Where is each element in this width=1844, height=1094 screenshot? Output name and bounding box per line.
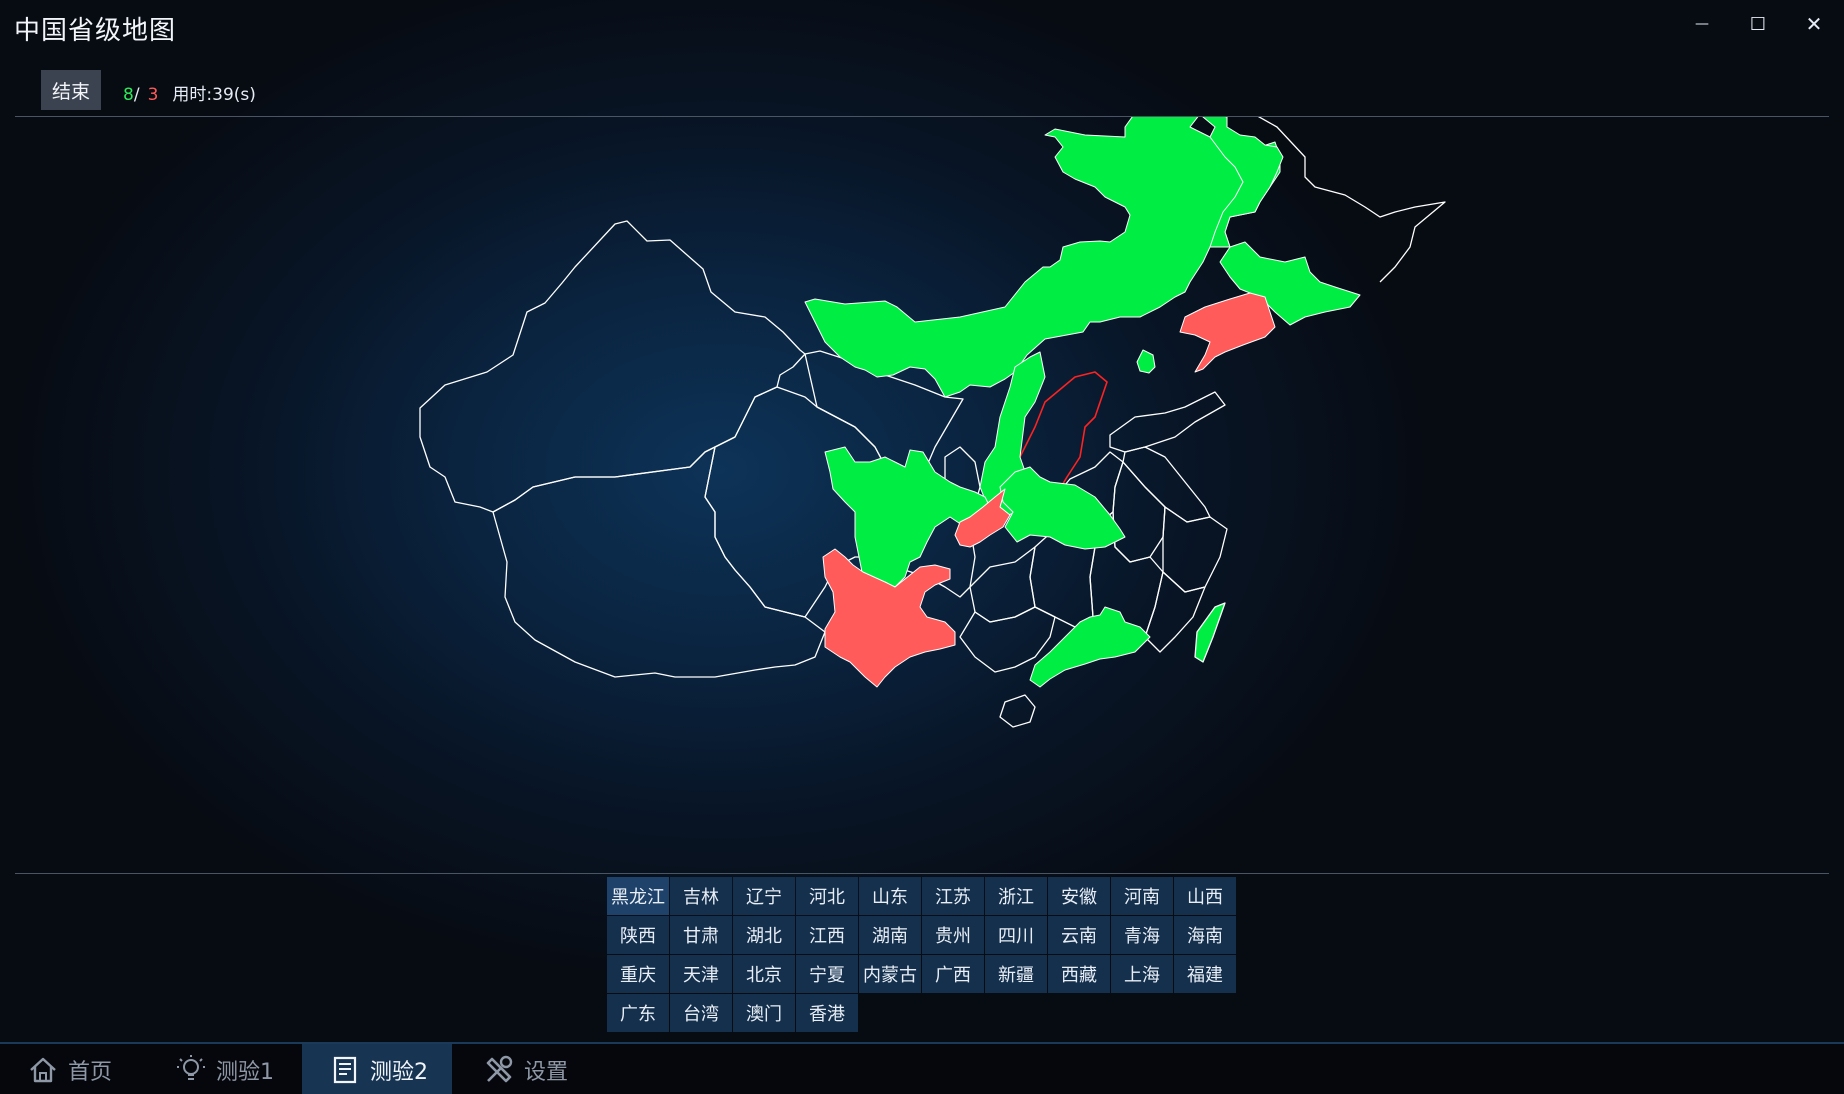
province-guangxi[interactable] [959,606,1056,673]
time-value: 39(s) [212,85,256,105]
nav-quiz2[interactable]: 测验2 [302,1044,452,1094]
tools-icon [482,1053,516,1087]
nav-quiz1-label: 测验1 [216,1060,274,1085]
province-xinjiang[interactable] [419,220,806,513]
province-button[interactable]: 湖北 [733,916,795,954]
province-shandong[interactable] [1109,391,1226,453]
province-zhejiang[interactable] [1162,506,1228,593]
nav-quiz1[interactable]: 测验1 [148,1044,302,1094]
province-button[interactable]: 山西 [1174,877,1236,915]
province-button[interactable]: 吉林 [670,877,732,915]
province-button[interactable]: 安徽 [1048,877,1110,915]
score-separator: / [133,85,140,105]
province-jilin[interactable] [1219,241,1361,326]
province-button[interactable]: 广东 [607,994,669,1032]
province-chongqing[interactable] [954,488,1011,548]
score-display: 8/ 3 用时:39(s) [123,80,256,105]
province-taiwan[interactable] [1194,602,1226,663]
end-quiz-button[interactable]: 结束 [41,70,101,110]
lightbulb-icon [174,1053,208,1087]
province-button[interactable]: 辽宁 [733,877,795,915]
province-guizhou[interactable] [969,546,1036,623]
home-icon [26,1053,60,1087]
province-fujian[interactable] [1144,571,1206,653]
nav-home-label: 首页 [68,1060,113,1085]
minimize-button[interactable]: — [1674,6,1730,42]
province-button[interactable]: 上海 [1111,955,1173,993]
province-liaoning[interactable] [1179,292,1276,373]
province-button[interactable]: 浙江 [985,877,1047,915]
province-button-grid: 黑龙江 吉林 辽宁 河北 山东 江苏 浙江 安徽 河南 山西 陕西 甘肃 湖北 … [607,877,1236,1032]
province-button[interactable]: 江苏 [922,877,984,915]
nav-home[interactable]: 首页 [0,1044,148,1094]
province-hainan[interactable] [999,694,1036,728]
wrong-count: 3 [147,85,159,105]
province-button[interactable]: 宁夏 [796,955,858,993]
maximize-icon: ☐ [1749,13,1767,35]
province-button[interactable]: 西藏 [1048,955,1110,993]
province-guangdong[interactable] [1029,606,1151,688]
map-divider [15,873,1829,874]
close-icon: ✕ [1805,12,1823,36]
province-anhui[interactable] [1112,461,1166,563]
province-heilongjiang[interactable] [1202,117,1284,248]
nav-quiz2-label: 测验2 [370,1060,428,1085]
province-heilongjiang-outline[interactable] [1210,117,1446,283]
province-button[interactable]: 天津 [670,955,732,993]
close-button[interactable]: ✕ [1786,6,1842,42]
province-button[interactable]: 内蒙古 [859,955,921,993]
province-button[interactable]: 黑龙江 [607,877,669,915]
nav-settings-label: 设置 [524,1060,569,1085]
province-button[interactable]: 广西 [922,955,984,993]
province-button[interactable]: 河北 [796,877,858,915]
bottom-nav: 首页 测验1 测验2 设置 [0,1042,1844,1094]
province-button[interactable]: 江西 [796,916,858,954]
china-map[interactable] [15,117,1829,873]
province-button[interactable]: 北京 [733,955,795,993]
window-title: 中国省级地图 [14,16,177,46]
province-jiangsu[interactable] [1122,446,1211,523]
province-hubei[interactable] [999,466,1126,550]
province-tibet[interactable] [492,446,826,678]
province-button[interactable]: 澳门 [733,994,795,1032]
province-button[interactable]: 山东 [859,877,921,915]
minimize-icon: — [1695,16,1709,32]
province-button[interactable]: 重庆 [607,955,669,993]
nav-settings[interactable]: 设置 [456,1044,606,1094]
quiz-toolbar: 结束 8/ 3 用时:39(s) [15,64,1829,117]
province-button[interactable]: 湖南 [859,916,921,954]
province-button[interactable]: 香港 [796,994,858,1032]
province-button[interactable]: 甘肃 [670,916,732,954]
time-label: 用时: [172,85,213,105]
province-button[interactable]: 新疆 [985,955,1047,993]
document-icon [328,1053,362,1087]
province-yunnan[interactable] [822,548,956,688]
province-button[interactable]: 云南 [1048,916,1110,954]
province-button[interactable]: 台湾 [670,994,732,1032]
province-button[interactable]: 贵州 [922,916,984,954]
china-map-svg[interactable] [15,117,1829,873]
province-button[interactable]: 福建 [1174,955,1236,993]
province-beijing[interactable] [1136,349,1156,374]
correct-count: 8 [123,85,134,105]
province-button[interactable]: 陕西 [607,916,669,954]
province-button[interactable]: 海南 [1174,916,1236,954]
title-bar: 中国省级地图 — ☐ ✕ [0,0,1844,54]
province-button[interactable]: 河南 [1111,877,1173,915]
province-button[interactable]: 四川 [985,916,1047,954]
maximize-button[interactable]: ☐ [1730,6,1786,42]
province-button[interactable]: 青海 [1111,916,1173,954]
